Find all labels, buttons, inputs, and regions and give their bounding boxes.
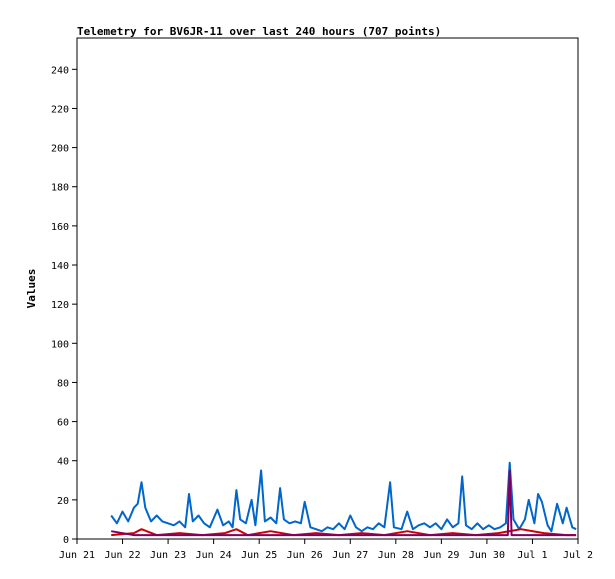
x-tick-label: Jun 28 (378, 550, 414, 561)
series-group (110, 461, 577, 537)
y-tick-label: 100 (51, 339, 69, 350)
y-tick-label: 140 (51, 261, 69, 272)
x-axis: Jun 21 Jun 22 Jun 23 Jun 24 Jun 25 Jun 26 Jun … (59, 539, 593, 561)
x-tick-label: Jun 21 (59, 550, 95, 561)
y-tick-label: 80 (57, 378, 69, 389)
series-line-1 (110, 461, 577, 533)
x-tick-label: Jun 30 (469, 550, 505, 561)
y-axis: 0 20 40 60 80 100 120 140 160 180 200 220 240 (51, 65, 77, 546)
y-axis-label: Values (25, 269, 38, 309)
x-tick-label: Jun 24 (196, 550, 232, 561)
y-tick-label: 240 (51, 65, 69, 76)
y-tick-label: 200 (51, 144, 69, 155)
x-tick-label: Jul 2 (563, 550, 593, 561)
series-line-3 (111, 469, 577, 537)
x-tick-label: Jun 23 (150, 550, 186, 561)
x-tick-label: Jul 1 (517, 550, 547, 561)
x-tick-label: Jun 29 (423, 550, 459, 561)
y-tick-label: 180 (51, 183, 69, 194)
y-tick-label: 160 (51, 222, 69, 233)
x-tick-label: Jun 22 (104, 550, 140, 561)
y-tick-label: 220 (51, 104, 69, 115)
y-tick-label: 60 (57, 418, 69, 429)
plot-frame (76, 37, 579, 540)
y-tick-label: 120 (51, 300, 69, 311)
chart-title: Telemetry for BV6JR-11 over last 240 hou… (77, 25, 441, 38)
y-tick-label: 20 (57, 496, 69, 507)
x-tick-label: Jun 25 (241, 550, 277, 561)
x-tick-label: Jun 26 (287, 550, 323, 561)
y-tick-label: 0 (63, 535, 69, 546)
x-tick-label: Jun 27 (332, 550, 368, 561)
y-tick-label: 40 (57, 457, 69, 468)
